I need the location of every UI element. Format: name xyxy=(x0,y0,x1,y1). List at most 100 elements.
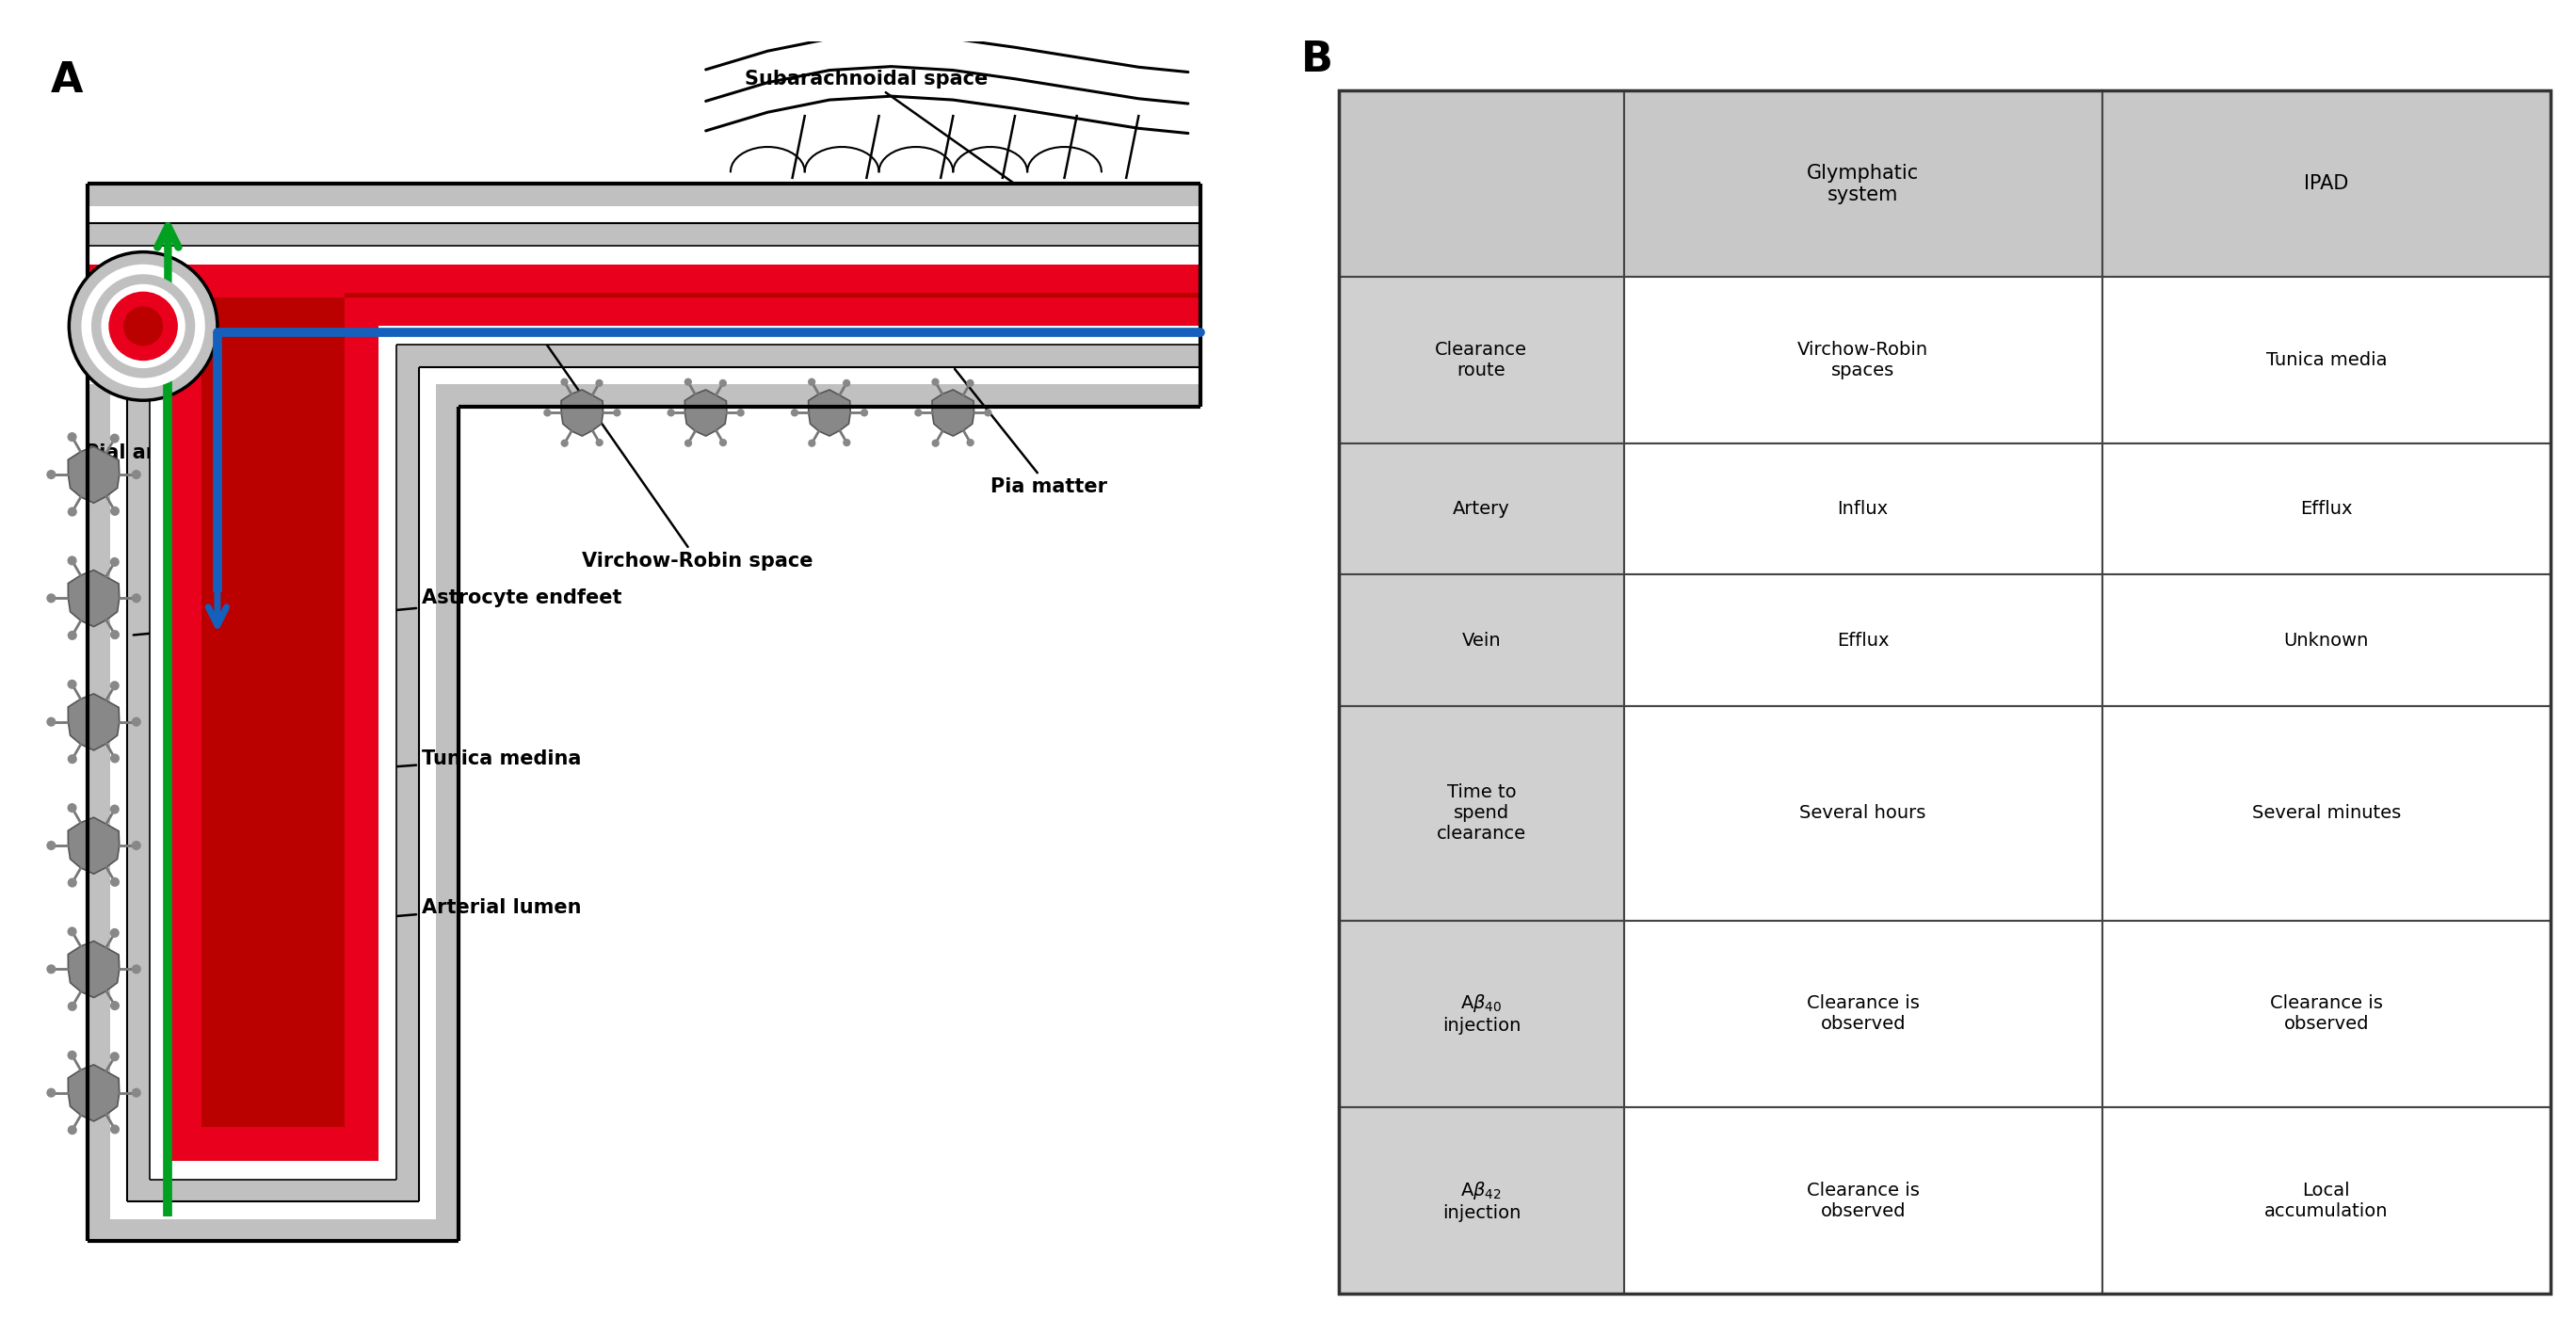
Bar xyxy=(1623,90,2102,277)
Text: Clearance is
observed: Clearance is observed xyxy=(2269,994,2383,1034)
Circle shape xyxy=(111,1125,118,1134)
Circle shape xyxy=(966,379,974,387)
Circle shape xyxy=(914,409,922,417)
Circle shape xyxy=(100,284,185,368)
Text: Several hours: Several hours xyxy=(1801,804,1927,822)
Circle shape xyxy=(67,878,77,887)
Text: Tunica medina: Tunica medina xyxy=(165,750,582,784)
Bar xyxy=(2102,277,2550,444)
Circle shape xyxy=(667,409,675,417)
Circle shape xyxy=(111,681,118,690)
Bar xyxy=(1623,1107,2102,1294)
Circle shape xyxy=(933,440,940,447)
Circle shape xyxy=(842,379,850,387)
Circle shape xyxy=(111,433,118,444)
Text: Efflux: Efflux xyxy=(1837,631,1888,649)
Circle shape xyxy=(46,965,57,974)
Bar xyxy=(2102,706,2550,920)
Circle shape xyxy=(111,928,118,937)
Circle shape xyxy=(111,557,118,566)
Polygon shape xyxy=(933,389,974,436)
Text: Glymphatic
system: Glymphatic system xyxy=(1806,164,1919,205)
Circle shape xyxy=(595,379,603,387)
Circle shape xyxy=(67,556,77,565)
Text: A$\beta_{42}$
injection: A$\beta_{42}$ injection xyxy=(1443,1180,1520,1222)
Text: Pia matter: Pia matter xyxy=(956,370,1108,496)
Polygon shape xyxy=(67,941,118,998)
Text: Clearance
route: Clearance route xyxy=(1435,341,1528,379)
Polygon shape xyxy=(88,206,1200,1218)
Circle shape xyxy=(809,440,817,447)
Circle shape xyxy=(46,1088,57,1097)
Circle shape xyxy=(46,717,57,726)
Text: Artery: Artery xyxy=(1453,500,1510,517)
Bar xyxy=(1340,920,1623,1107)
Circle shape xyxy=(46,594,57,603)
Circle shape xyxy=(67,754,77,764)
Text: Influx: Influx xyxy=(1837,500,1888,517)
Text: IPAD: IPAD xyxy=(2303,174,2349,193)
Text: Virchow-Robin space: Virchow-Robin space xyxy=(546,345,814,570)
Bar xyxy=(1623,920,2102,1107)
Circle shape xyxy=(111,754,118,763)
Circle shape xyxy=(131,717,142,726)
Circle shape xyxy=(685,440,693,447)
Polygon shape xyxy=(88,293,1200,1127)
Circle shape xyxy=(67,1051,77,1060)
Circle shape xyxy=(544,409,551,417)
Bar xyxy=(1340,574,1623,706)
Circle shape xyxy=(685,378,693,385)
Circle shape xyxy=(719,438,726,446)
Text: Local
accumulation: Local accumulation xyxy=(2264,1181,2388,1220)
Polygon shape xyxy=(685,389,726,436)
Circle shape xyxy=(719,379,726,387)
Circle shape xyxy=(111,878,118,887)
Polygon shape xyxy=(67,1065,118,1121)
Circle shape xyxy=(111,507,118,516)
Bar xyxy=(1340,920,1623,1107)
Circle shape xyxy=(67,432,77,442)
Bar xyxy=(2102,444,2550,574)
Bar xyxy=(1623,706,2102,920)
Circle shape xyxy=(67,1125,77,1135)
Text: Unknown: Unknown xyxy=(2285,631,2370,649)
Circle shape xyxy=(67,507,77,516)
Circle shape xyxy=(131,965,142,974)
Bar xyxy=(1623,444,2102,574)
Bar xyxy=(1623,574,2102,706)
Circle shape xyxy=(860,409,868,417)
Text: Time to
spend
clearance: Time to spend clearance xyxy=(1437,784,1525,843)
Text: Clearance is
observed: Clearance is observed xyxy=(1806,1181,1919,1220)
Bar xyxy=(1340,1107,1623,1294)
Circle shape xyxy=(67,631,77,640)
Circle shape xyxy=(67,927,77,936)
Polygon shape xyxy=(88,246,1200,1179)
Polygon shape xyxy=(67,694,118,750)
Text: Subarachnoidal space: Subarachnoidal space xyxy=(744,70,1012,182)
Text: A: A xyxy=(52,61,82,100)
Circle shape xyxy=(131,841,142,850)
Bar xyxy=(1340,706,1623,920)
Circle shape xyxy=(67,803,77,813)
Text: Several minutes: Several minutes xyxy=(2251,804,2401,822)
Polygon shape xyxy=(809,389,850,436)
Circle shape xyxy=(966,438,974,446)
Polygon shape xyxy=(562,389,603,436)
Bar xyxy=(1623,277,2102,444)
Text: Pial artery: Pial artery xyxy=(85,444,201,462)
Circle shape xyxy=(82,264,206,388)
Circle shape xyxy=(111,805,118,814)
Text: Tunica media: Tunica media xyxy=(2267,351,2388,370)
Bar xyxy=(2102,920,2550,1107)
Circle shape xyxy=(90,275,196,378)
Circle shape xyxy=(111,1001,118,1010)
Polygon shape xyxy=(67,817,118,874)
Circle shape xyxy=(46,841,57,850)
Circle shape xyxy=(46,470,57,479)
Text: Astrocyte endfeet: Astrocyte endfeet xyxy=(134,589,621,635)
Circle shape xyxy=(984,409,992,417)
Circle shape xyxy=(67,680,77,689)
Polygon shape xyxy=(88,183,1200,1241)
Circle shape xyxy=(131,470,142,479)
Text: Arterial lumen: Arterial lumen xyxy=(211,898,582,932)
